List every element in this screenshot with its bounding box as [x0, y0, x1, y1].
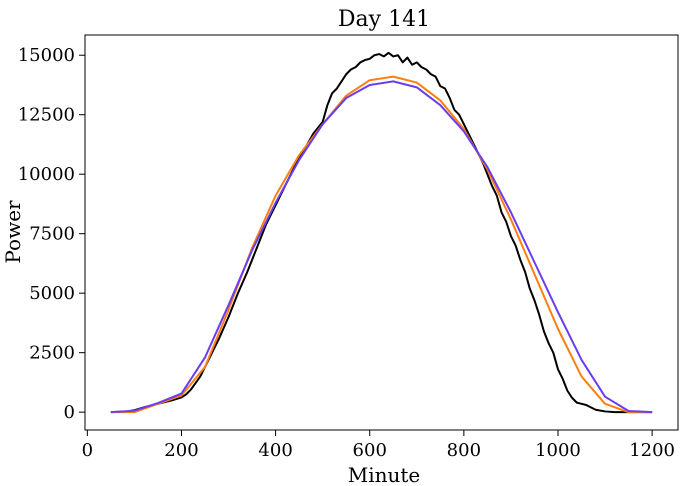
- x-tick-label: 0: [82, 440, 93, 461]
- series-line-1: [110, 51, 653, 414]
- x-tick-label: 200: [164, 440, 198, 461]
- x-tick-label: 1200: [629, 440, 675, 461]
- x-tick-label: 400: [258, 440, 292, 461]
- x-tick-label: 600: [353, 440, 387, 461]
- plot-frame: [84, 34, 679, 431]
- y-tick-label: 10000: [18, 164, 75, 185]
- x-tick-label: 1000: [535, 440, 581, 461]
- chart-title: Day 141: [338, 7, 430, 32]
- y-tick-label: 12500: [18, 105, 75, 126]
- y-tick-label: 7500: [29, 224, 75, 245]
- series-layer: [110, 51, 653, 414]
- y-tick-label: 0: [64, 402, 75, 423]
- series-line-3: [110, 80, 653, 414]
- x-axis-label: Minute: [348, 463, 421, 486]
- y-tick-label: 5000: [29, 283, 75, 304]
- ticks-layer: 0 200 400 600 800 1000 1200 0 2500 5000 7500 10000 1…: [18, 45, 675, 461]
- y-tick-label: 15000: [18, 45, 75, 66]
- series-line-2: [110, 75, 653, 414]
- y-axis-label: Power: [1, 200, 25, 264]
- y-tick-label: 2500: [29, 343, 75, 364]
- x-tick-label: 800: [447, 440, 481, 461]
